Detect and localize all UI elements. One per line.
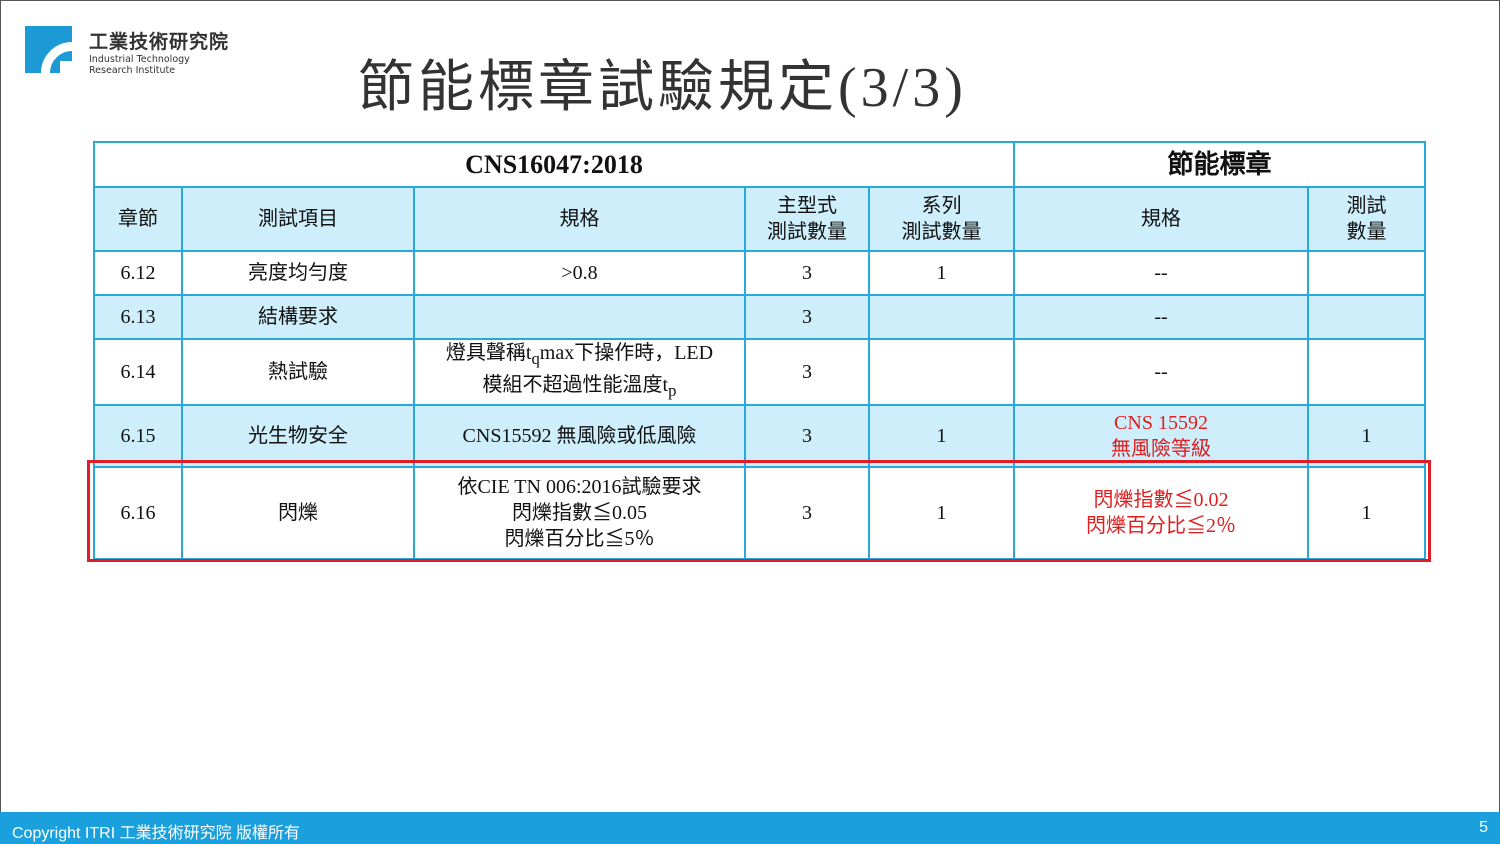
col-header: 主型式 測試數量 — [744, 186, 870, 252]
col-header: 規格 — [1013, 186, 1309, 252]
cell-label-spec: -- — [1013, 250, 1309, 296]
table-row: 6.14 熱試驗 燈具聲稱tqmax下操作時，LED 模組不超過性能溫度tp 3 … — [93, 338, 1426, 406]
cell-spec: 依CIE TN 006:2016試驗要求 閃爍指數≦0.05 閃爍百分比≦5％ — [413, 466, 746, 560]
table-row: 6.12 亮度均勻度 >0.8 3 1 -- — [93, 250, 1426, 296]
cell-label-qty: 1 — [1307, 404, 1426, 468]
cell-spec: >0.8 — [413, 250, 746, 296]
spec-sub: q — [531, 349, 540, 368]
spec-line: 閃爍指數≦0.05 — [512, 502, 647, 524]
cell-chapter: 6.13 — [93, 294, 183, 340]
cell-item: 亮度均勻度 — [181, 250, 415, 296]
col-header: 測試項目 — [181, 186, 415, 252]
cell-label-spec: -- — [1013, 338, 1309, 406]
group-header-cns: CNS16047:2018 — [93, 141, 1015, 188]
cell-main-qty: 3 — [744, 294, 870, 340]
cell-item: 閃爍 — [181, 466, 415, 560]
spec-line: 依CIE TN 006:2016試驗要求 — [457, 476, 702, 498]
table-row: 6.15 光生物安全 CNS15592 無風險或低風險 3 1 CNS 1559… — [93, 404, 1426, 468]
spec-line: 閃爍百分比≦5％ — [504, 528, 655, 550]
org-name-zh: 工業技術研究院 — [89, 31, 230, 53]
cell-item: 結構要求 — [181, 294, 415, 340]
cell-main-qty: 3 — [744, 250, 870, 296]
spec-text: 模組不超過性能溫度t — [482, 374, 669, 396]
cell-chapter: 6.16 — [93, 466, 183, 560]
table-row-highlighted: 6.16 閃爍 依CIE TN 006:2016試驗要求 閃爍指數≦0.05 閃爍百… — [93, 466, 1426, 560]
cell-series-qty: 1 — [868, 466, 1015, 560]
cell-spec: 燈具聲稱tqmax下操作時，LED 模組不超過性能溫度tp — [413, 338, 746, 406]
label-spec-line: 閃爍百分比≦2％ — [1086, 515, 1236, 537]
label-spec-line: 閃爍指數≦0.02 — [1093, 489, 1229, 511]
footer-bar: Copyright ITRI 工業技術研究院 版權所有 5 — [0, 812, 1500, 844]
slide-title: 節能標章試驗規定(3/3) — [358, 57, 967, 119]
col-header: 測試 數量 — [1307, 186, 1426, 252]
cell-series-qty — [868, 294, 1015, 340]
cell-label-qty — [1307, 338, 1426, 406]
table-row: 6.13 結構要求 3 -- — [93, 294, 1426, 340]
cell-label-qty — [1307, 250, 1426, 296]
org-name: 工業技術研究院 Industrial Technology Research I… — [89, 27, 229, 76]
page-number: 5 — [1479, 819, 1488, 836]
highlight-box — [87, 460, 1431, 562]
cell-series-qty — [868, 338, 1015, 406]
col-header: 系列 測試數量 — [868, 186, 1015, 252]
org-name-en1: Industrial Technology — [89, 54, 190, 65]
cell-series-qty: 1 — [868, 250, 1015, 296]
cell-chapter: 6.15 — [93, 404, 183, 468]
cell-label-spec: 閃爍指數≦0.02 閃爍百分比≦2％ — [1013, 466, 1309, 560]
cell-main-qty: 3 — [744, 466, 870, 560]
cell-label-qty — [1307, 294, 1426, 340]
spec-table: CNS16047:2018 節能標章 章節 測試項目 規格 主型式 測試數量 系… — [93, 141, 1426, 560]
cell-label-spec: -- — [1013, 294, 1309, 340]
cell-main-qty: 3 — [744, 404, 870, 468]
cell-item: 熱試驗 — [181, 338, 415, 406]
cell-chapter: 6.12 — [93, 250, 183, 296]
label-spec-line: CNS 15592 — [1114, 412, 1208, 434]
cell-series-qty: 1 — [868, 404, 1015, 468]
spec-text: 燈具聲稱t — [445, 342, 532, 364]
spec-sub: p — [668, 381, 677, 400]
label-spec-line: 無風險等級 — [1111, 438, 1211, 460]
copyright-text: Copyright ITRI 工業技術研究院 版權所有 — [12, 825, 301, 842]
group-header-label: 節能標章 — [1013, 141, 1426, 188]
spec-text: max下操作時，LED — [539, 342, 714, 364]
cell-chapter: 6.14 — [93, 338, 183, 406]
cell-label-qty: 1 — [1307, 466, 1426, 560]
cell-spec — [413, 294, 746, 340]
cell-spec: CNS15592 無風險或低風險 — [413, 404, 746, 468]
col-header: 章節 — [93, 186, 183, 252]
col-header: 規格 — [413, 186, 746, 252]
cell-item: 光生物安全 — [181, 404, 415, 468]
cell-label-spec: CNS 15592 無風險等級 — [1013, 404, 1309, 468]
cell-main-qty: 3 — [744, 338, 870, 406]
org-name-en2: Research Institute — [89, 65, 176, 76]
itri-logo-icon — [25, 26, 72, 73]
